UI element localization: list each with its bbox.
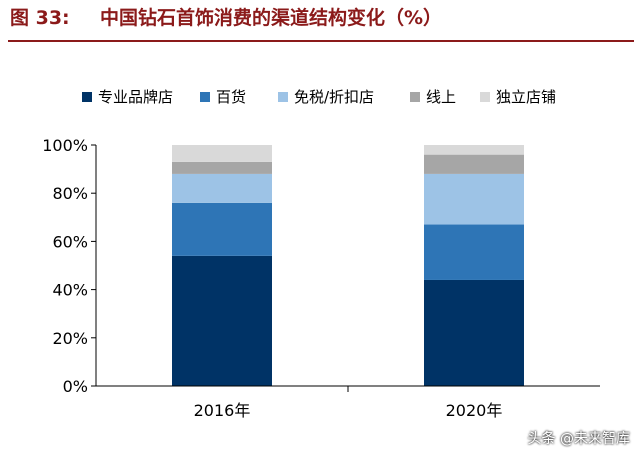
legend-label: 免税/折扣店: [294, 88, 374, 106]
y-axis: 0% 20% 40% 60% 80% 100%: [42, 136, 97, 396]
legend-label: 百货: [216, 88, 246, 106]
legend-swatch: [480, 92, 490, 102]
bar-segment: [172, 255, 272, 386]
y-tick-label: 80%: [52, 184, 88, 203]
legend-label: 专业品牌店: [98, 88, 173, 106]
legend-swatch: [82, 92, 92, 102]
bar-segment: [172, 202, 272, 256]
watermark: 头条 @未来智库: [527, 431, 630, 447]
y-tick-label: 40%: [52, 281, 88, 300]
legend-label: 线上: [426, 88, 456, 106]
bar-segment: [424, 173, 524, 225]
x-tick-label: 2016年: [194, 401, 251, 420]
bar-segment: [172, 161, 272, 174]
y-tick-label: 60%: [52, 232, 88, 251]
x-tick-label: 2020年: [446, 401, 503, 420]
bar-segment: [424, 224, 524, 280]
legend-label: 独立店铺: [496, 88, 556, 106]
x-axis: 2016年 2020年: [96, 385, 600, 420]
y-tick-label: 100%: [42, 136, 88, 155]
bar-segment: [424, 154, 524, 174]
bar-segment: [172, 173, 272, 203]
figure-header: 图 33: 中国钻石首饰消费的渠道结构变化（%）: [0, 0, 640, 40]
legend-swatch: [410, 92, 420, 102]
bar-segment: [424, 145, 524, 155]
y-tick-label: 0%: [63, 377, 88, 396]
figure-title: 中国钻石首饰消费的渠道结构变化（%）: [100, 7, 443, 29]
legend-swatch: [278, 92, 288, 102]
legend: 专业品牌店 百货 免税/折扣店 线上 独立店铺: [82, 88, 556, 106]
legend-swatch: [200, 92, 210, 102]
title-divider: [8, 40, 634, 42]
bar-segment: [172, 145, 272, 162]
bars: [172, 145, 524, 386]
figure-label: 图 33:: [10, 7, 70, 29]
y-tick-label: 20%: [52, 329, 88, 348]
bar-segment: [424, 279, 524, 386]
